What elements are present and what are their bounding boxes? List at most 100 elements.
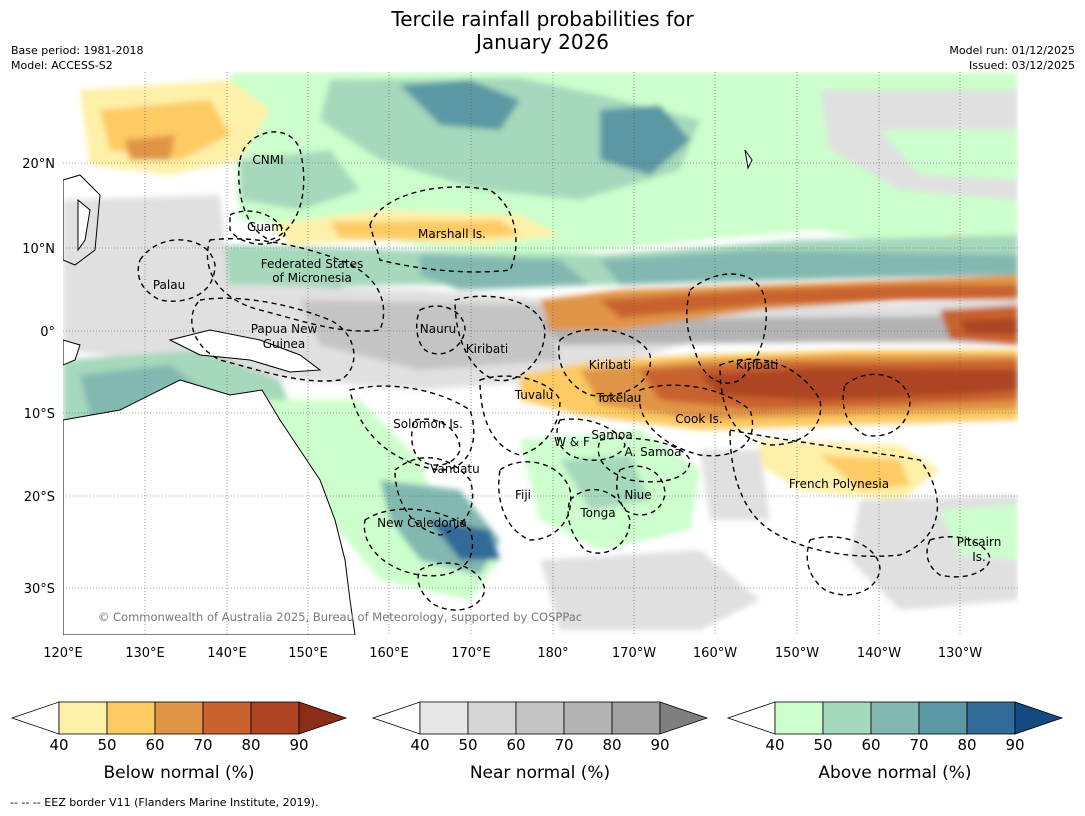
- label-kiribati-central: Kiribati: [589, 358, 631, 372]
- probability-field: [63, 72, 1018, 635]
- eez-footnote: -- -- -- EEZ border V11 (Flanders Marine…: [10, 796, 319, 809]
- near-normal-tick-0: 40: [410, 736, 429, 754]
- label-guam: Guam: [247, 220, 283, 234]
- below-normal-tick-1: 50: [97, 736, 116, 754]
- base-period: Base period: 1981-2018: [11, 44, 144, 57]
- above-normal-swatch-1: [822, 701, 872, 735]
- above-normal-over-triangle: [1014, 701, 1064, 735]
- label-cook-islands: Cook Is.: [675, 412, 722, 426]
- below-normal-under-triangle: [10, 701, 60, 735]
- label-marshall-islands: Marshall Is.: [418, 227, 486, 241]
- label-tonga: Tonga: [579, 506, 615, 520]
- eez-borders: [137, 131, 991, 611]
- near-normal-tick-3: 70: [554, 736, 573, 754]
- lon-axis: 120°E 130°E 140°E 150°E 160°E 170°E 180°…: [43, 646, 982, 661]
- lat-0: 0°: [40, 325, 55, 340]
- below-normal-over-triangle: [298, 701, 348, 735]
- copyright-notice: © Commonwealth of Australia 2025, Bureau…: [98, 610, 582, 624]
- label-fiji: Fiji: [515, 488, 531, 502]
- near-normal-tick-2: 60: [506, 736, 525, 754]
- above-normal-tick-3: 70: [909, 736, 928, 754]
- label-kiribati-east: Kiribati: [736, 358, 778, 372]
- above-normal-tick-0: 40: [765, 736, 784, 754]
- label-wallis-futuna: W & F: [554, 435, 590, 449]
- below-normal-label: Below normal (%): [104, 763, 255, 783]
- lon-140e: 140°E: [207, 646, 247, 661]
- below-normal-swatch-4: [250, 701, 300, 735]
- label-fsm-line2: of Micronesia: [272, 271, 352, 285]
- label-french-polynesia: French Polynesia: [789, 477, 889, 491]
- land-mass: [63, 149, 753, 635]
- label-niue: Niue: [624, 488, 651, 502]
- model-run: Model run: 01/12/2025: [949, 44, 1075, 57]
- near-normal-swatch-2: [515, 701, 565, 735]
- label-palau: Palau: [153, 278, 185, 292]
- region-labels: CNMI Guam Marshall Is. Federated States …: [153, 153, 1001, 564]
- label-nauru: Nauru: [420, 322, 456, 336]
- meta-left: Base period: 1981-2018 Model: ACCESS-S2: [11, 43, 143, 73]
- model-name: Model: ACCESS-S2: [11, 59, 113, 72]
- label-american-samoa: A. Samoa: [625, 445, 682, 459]
- lon-160e: 160°E: [369, 646, 409, 661]
- below-normal-tick-2: 60: [145, 736, 164, 754]
- colorbar-legends: 40 50 60 70 80 90 Below normal (%) 40 50 60 70 80 90…: [10, 701, 1064, 783]
- lat-30s: 30°S: [24, 582, 55, 597]
- label-tokelau: Tokelau: [596, 391, 642, 405]
- lat-20s: 20°S: [24, 490, 55, 505]
- lon-170e: 170°E: [451, 646, 491, 661]
- lon-180: 180°: [537, 646, 568, 661]
- lon-160w: 160°W: [693, 646, 737, 661]
- lon-130e: 130°E: [125, 646, 165, 661]
- lon-130w: 130°W: [938, 646, 982, 661]
- label-samoa: Samoa: [591, 428, 632, 442]
- label-new-caledonia: New Caledonia: [377, 516, 467, 530]
- gridlines: [63, 72, 1018, 635]
- lon-170w: 170°W: [612, 646, 656, 661]
- title-line-1: Tercile rainfall probabilities for: [391, 7, 694, 31]
- lon-150w: 150°W: [775, 646, 819, 661]
- above-normal-swatch-4: [966, 701, 1016, 735]
- near-normal-swatch-4: [611, 701, 661, 735]
- above-normal-label: Above normal (%): [818, 763, 971, 783]
- lon-150e: 150°E: [288, 646, 328, 661]
- lat-10n: 10°N: [22, 242, 55, 257]
- below-normal-swatch-0: [58, 701, 108, 735]
- near-normal-tick-5: 90: [650, 736, 669, 754]
- map-title: Tercile rainfall probabilities for Janua…: [0, 8, 1085, 54]
- near-normal-over-triangle: [659, 701, 709, 735]
- label-png-line1: Papua New: [251, 322, 318, 336]
- near-normal-swatch-0: [419, 701, 469, 735]
- lat-20n: 20°N: [22, 157, 55, 172]
- label-pitcairn-line1: Pitcairn: [957, 535, 1002, 549]
- above-normal-colorbar: 40 50 60 70 80 90 Above normal (%): [726, 701, 1064, 783]
- label-cnmi: CNMI: [252, 153, 283, 167]
- lat-axis: 20°N 10°N 0° 10°S 20°S 30°S: [22, 157, 55, 597]
- below-normal-tick-0: 40: [49, 736, 68, 754]
- near-normal-label: Near normal (%): [470, 763, 610, 783]
- above-normal-swatch-3: [918, 701, 968, 735]
- title-line-2: January 2026: [475, 30, 610, 54]
- below-normal-swatch-1: [106, 701, 156, 735]
- issued-date: Issued: 03/12/2025: [968, 59, 1075, 72]
- label-fsm-line1: Federated States: [261, 257, 363, 271]
- below-normal-swatch-2: [154, 701, 204, 735]
- lat-10s: 10°S: [24, 407, 55, 422]
- label-solomon-islands: Solomon Is.: [393, 417, 463, 431]
- below-normal-tick-5: 90: [289, 736, 308, 754]
- lon-120e: 120°E: [43, 646, 83, 661]
- near-normal-swatch-3: [563, 701, 613, 735]
- near-normal-swatch-1: [467, 701, 517, 735]
- above-normal-tick-2: 60: [861, 736, 880, 754]
- below-normal-colorbar: 40 50 60 70 80 90 Below normal (%): [10, 701, 348, 783]
- above-normal-under-triangle: [726, 701, 776, 735]
- near-normal-colorbar: 40 50 60 70 80 90 Near normal (%): [371, 701, 709, 783]
- label-png-line2: Guinea: [263, 337, 306, 351]
- above-normal-tick-5: 90: [1005, 736, 1024, 754]
- label-kiribati-west: Kiribati: [466, 342, 508, 356]
- near-normal-tick-4: 80: [602, 736, 621, 754]
- above-normal-swatch-2: [870, 701, 920, 735]
- meta-right: Model run: 01/12/2025 Issued: 03/12/2025: [949, 43, 1075, 73]
- near-normal-under-triangle: [371, 701, 421, 735]
- below-normal-swatch-3: [202, 701, 252, 735]
